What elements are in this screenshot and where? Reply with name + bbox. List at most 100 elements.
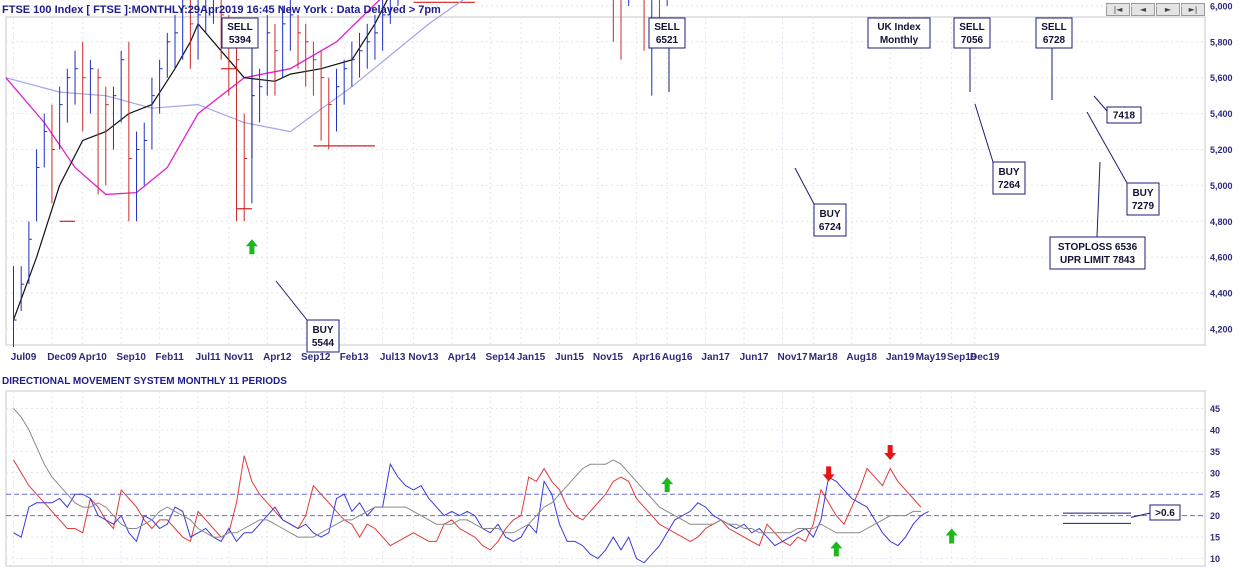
price-bar — [166, 32, 171, 78]
moving-average-mid-line — [5, 0, 381, 196]
annotation-box — [1049, 236, 1146, 270]
price-annotation: BUY 6724 — [794, 167, 847, 237]
x-tick-label: Aug18 — [846, 352, 877, 363]
price-bar — [312, 41, 317, 96]
annotation-text: >0.6 — [1155, 508, 1175, 519]
moving-average-long-line — [5, 0, 464, 133]
price-y-tick-label: 4,200 — [1210, 325, 1233, 335]
price-y-tick-label: 6,000 — [1210, 1, 1233, 11]
price-bars — [13, 0, 668, 347]
price-bar — [205, 0, 207, 33]
price-y-tick-label: 5,400 — [1210, 109, 1233, 119]
price-annotation: BUY 7279 — [1086, 111, 1160, 216]
annotation-box — [867, 17, 931, 49]
price-bar — [20, 266, 25, 312]
price-bar — [643, 0, 645, 51]
dms-series-line — [13, 462, 929, 564]
annotation-box — [1126, 182, 1160, 216]
price-bar — [136, 131, 140, 222]
price-bar — [120, 50, 125, 123]
price-bar — [612, 0, 614, 42]
x-tick-label: Aug16 — [662, 352, 693, 363]
x-tick-label: May19 — [916, 352, 947, 363]
buy-arrow-icon — [245, 239, 258, 255]
x-tick-label: Mar18 — [809, 352, 838, 363]
annotation-text: SELL — [227, 22, 253, 33]
x-tick-label: Jun15 — [555, 352, 584, 363]
price-bar — [112, 86, 117, 150]
price-bar — [374, 14, 378, 60]
dms-chart-title: DIRECTIONAL MOVEMENT SYSTEM MONTHLY 11 P… — [2, 376, 287, 387]
price-bar — [366, 23, 371, 69]
price-annotation: BUY 7264 — [974, 103, 1026, 195]
dms-plot-frame — [5, 390, 1206, 567]
annotation-leader-line — [1096, 161, 1101, 238]
price-bar — [628, 0, 630, 6]
annotation-leader-line — [1093, 95, 1108, 112]
price-bar — [274, 23, 278, 96]
x-tick-label: Apr12 — [263, 352, 292, 363]
x-tick-label: Sep14 — [486, 352, 516, 363]
price-grid — [5, 5, 1206, 346]
x-tick-label: Jul11 — [196, 352, 221, 363]
x-tick-label: Dec19 — [970, 352, 1000, 363]
price-bar — [212, 0, 214, 24]
price-y-tick-label: 4,400 — [1210, 289, 1233, 299]
price-bar — [220, 0, 225, 60]
price-annotation: 7418 — [1093, 95, 1142, 124]
dms-buy-arrow-icon — [945, 528, 958, 544]
dms-y-tick-label: 25 — [1210, 490, 1220, 500]
price-bar — [666, 0, 668, 6]
dms-series-line — [13, 455, 922, 551]
dms-lines — [13, 408, 929, 564]
annotation-text: UPR LIMIT 7843 — [1060, 255, 1135, 266]
price-bar — [59, 86, 63, 150]
x-tick-label: Dec09 — [47, 352, 77, 363]
price-bar — [82, 41, 86, 132]
x-tick-label: Nov13 — [408, 352, 438, 363]
price-y-tick-label: 5,800 — [1210, 37, 1233, 47]
price-bar — [297, 14, 302, 69]
price-bar — [36, 149, 40, 222]
annotation-text: STOPLOSS 6536 — [1058, 242, 1138, 253]
dms-buy-arrow-icon — [661, 477, 674, 493]
price-bar — [335, 68, 340, 132]
x-tick-label: Apr16 — [632, 352, 661, 363]
price-bar — [28, 221, 32, 285]
price-bar — [236, 23, 240, 222]
price-bar — [320, 50, 325, 141]
x-tick-label: Apr14 — [448, 352, 477, 363]
price-y-tick-label: 4,600 — [1210, 253, 1233, 263]
annotation-text: BUY — [819, 209, 840, 220]
price-bar — [328, 77, 332, 150]
price-bar — [51, 104, 55, 204]
price-annotation: UK Index Monthly — [867, 17, 931, 49]
price-y-tick-label: 5,000 — [1210, 181, 1233, 191]
x-tick-label: Sep10 — [116, 352, 146, 363]
price-bar — [266, 14, 271, 96]
price-bar — [243, 113, 248, 222]
annotation-leader-line — [794, 167, 815, 205]
annotation-box — [992, 161, 1026, 195]
price-bar — [13, 266, 17, 347]
price-bar — [97, 68, 102, 195]
annotation-box — [1149, 504, 1181, 521]
dms-y-tick-label: 10 — [1210, 554, 1220, 564]
price-bar — [305, 23, 309, 87]
annotation-text: BUY — [312, 325, 333, 336]
x-tick-label: Feb11 — [155, 352, 184, 363]
price-annotation: SELL 5394 — [221, 17, 259, 158]
annotation-text: 5544 — [312, 338, 335, 349]
price-bar — [151, 77, 155, 150]
price-bar — [89, 59, 94, 114]
price-bar — [159, 59, 163, 114]
annotation-text: 6728 — [1043, 35, 1066, 46]
price-bar — [343, 59, 348, 105]
x-tick-label: Apr10 — [79, 352, 108, 363]
dms-series-line — [13, 408, 921, 538]
annotation-box — [1106, 106, 1142, 124]
price-bar — [651, 0, 653, 96]
dms-axis: 10 15 20 25 30 35 40 45 — [1210, 404, 1220, 564]
annotation-text: BUY — [998, 167, 1019, 178]
annotation-text: 7279 — [1132, 201, 1155, 212]
